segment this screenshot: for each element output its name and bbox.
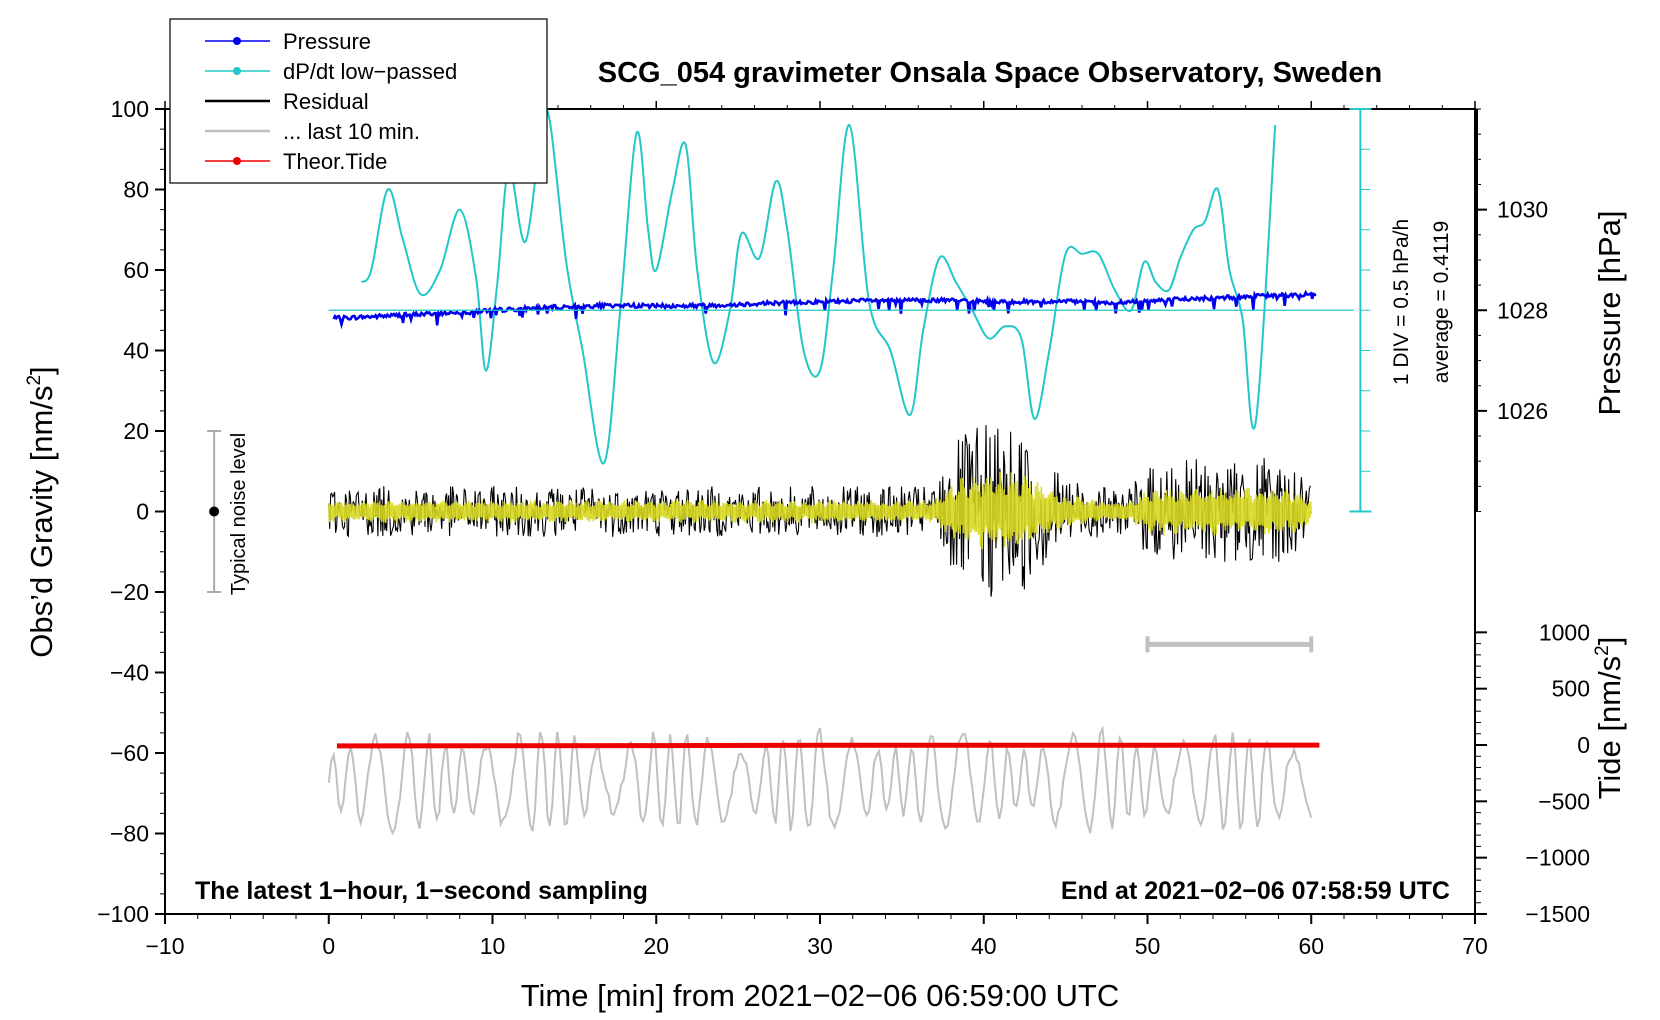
x-tick-label: 0: [322, 933, 335, 959]
scale-bar-label: 1 DIV = 0.5 hPa/h: [1390, 219, 1413, 385]
y-tick-label: 60: [123, 257, 149, 283]
legend-label: Pressure: [283, 29, 371, 54]
legend-label: Theor.Tide: [283, 149, 387, 174]
chart-title: SCG_054 gravimeter Onsala Space Observat…: [598, 57, 1382, 89]
x-tick-label: 10: [480, 933, 506, 959]
y-tick-label: −100: [97, 901, 149, 927]
legend-label: dP/dt low−passed: [283, 59, 457, 84]
tide-tick-label: 0: [1577, 732, 1590, 758]
y-tick-label: 80: [123, 177, 149, 203]
noise-bar-center: [209, 506, 220, 517]
legend-marker: [233, 157, 241, 165]
series-layer: [327, 107, 1320, 836]
x-tick-label: 30: [807, 933, 833, 959]
pressure-tick-label: 1030: [1497, 197, 1548, 223]
y-tick-label: 0: [136, 499, 149, 525]
legend-label: Residual: [283, 89, 369, 114]
y-axis-label-tide: Tide [nm/s2]: [1592, 637, 1627, 800]
pressure-tick-label: 1026: [1497, 398, 1548, 424]
x-tick-label: 40: [971, 933, 997, 959]
y-tick-label: 40: [123, 338, 149, 364]
x-tick-label: 50: [1135, 933, 1161, 959]
y-axis-label-left: Obs’d Gravity [nm/s2]: [24, 366, 59, 657]
legend-marker: [233, 37, 241, 45]
last10-series-line: [327, 725, 1313, 836]
tide-tick-label: 500: [1552, 676, 1590, 702]
y-tick-label: −60: [110, 740, 149, 766]
legend-label: ... last 10 min.: [283, 119, 420, 144]
y-tick-label: −40: [110, 660, 149, 686]
legend-items: Pressure dP/dt low−passed Residual ... last…: [205, 29, 457, 174]
overlay-layer: [207, 108, 1372, 653]
dpdt-series-line: [360, 107, 1277, 465]
tide-tick-label: −1000: [1525, 845, 1590, 871]
x-tick-label: 60: [1298, 933, 1324, 959]
residual-smoothed-line: [328, 471, 1312, 550]
pressure-tick-label: 1028: [1497, 297, 1548, 323]
y-tick-label: 20: [123, 418, 149, 444]
y-tick-label: −80: [110, 821, 149, 847]
annotation-sampling: The latest 1−hour, 1−second sampling: [195, 877, 648, 905]
tide-tick-label: −1500: [1525, 901, 1590, 927]
axis-ticks: −10 0 10 20 30 40 50 60 70−100−80−60−40−20020406…: [97, 96, 1590, 959]
y-axis-label-pressure: Pressure [hPa]: [1592, 210, 1627, 415]
legend-marker: [233, 67, 241, 75]
legend: Pressure dP/dt low−passed Residual ... last…: [169, 18, 548, 184]
x-axis-label: Time [min] from 2021−02−06 06:59:00 UTC: [521, 978, 1120, 1013]
y-tick-label: 100: [111, 96, 149, 122]
y-tick-label: −20: [110, 579, 149, 605]
tide-series-line: [336, 742, 1320, 749]
tide-tick-label: 1000: [1539, 619, 1590, 645]
x-tick-label: 70: [1462, 933, 1488, 959]
x-tick-label: 20: [643, 933, 669, 959]
noise-level-label: Typical noise level: [228, 433, 250, 595]
x-tick-label: −10: [145, 933, 184, 959]
tide-tick-label: −500: [1538, 788, 1590, 814]
annotation-end-time: End at 2021−02−06 07:58:59 UTC: [1061, 877, 1450, 905]
scale-bar-average: average = 0.4119: [1430, 221, 1453, 384]
